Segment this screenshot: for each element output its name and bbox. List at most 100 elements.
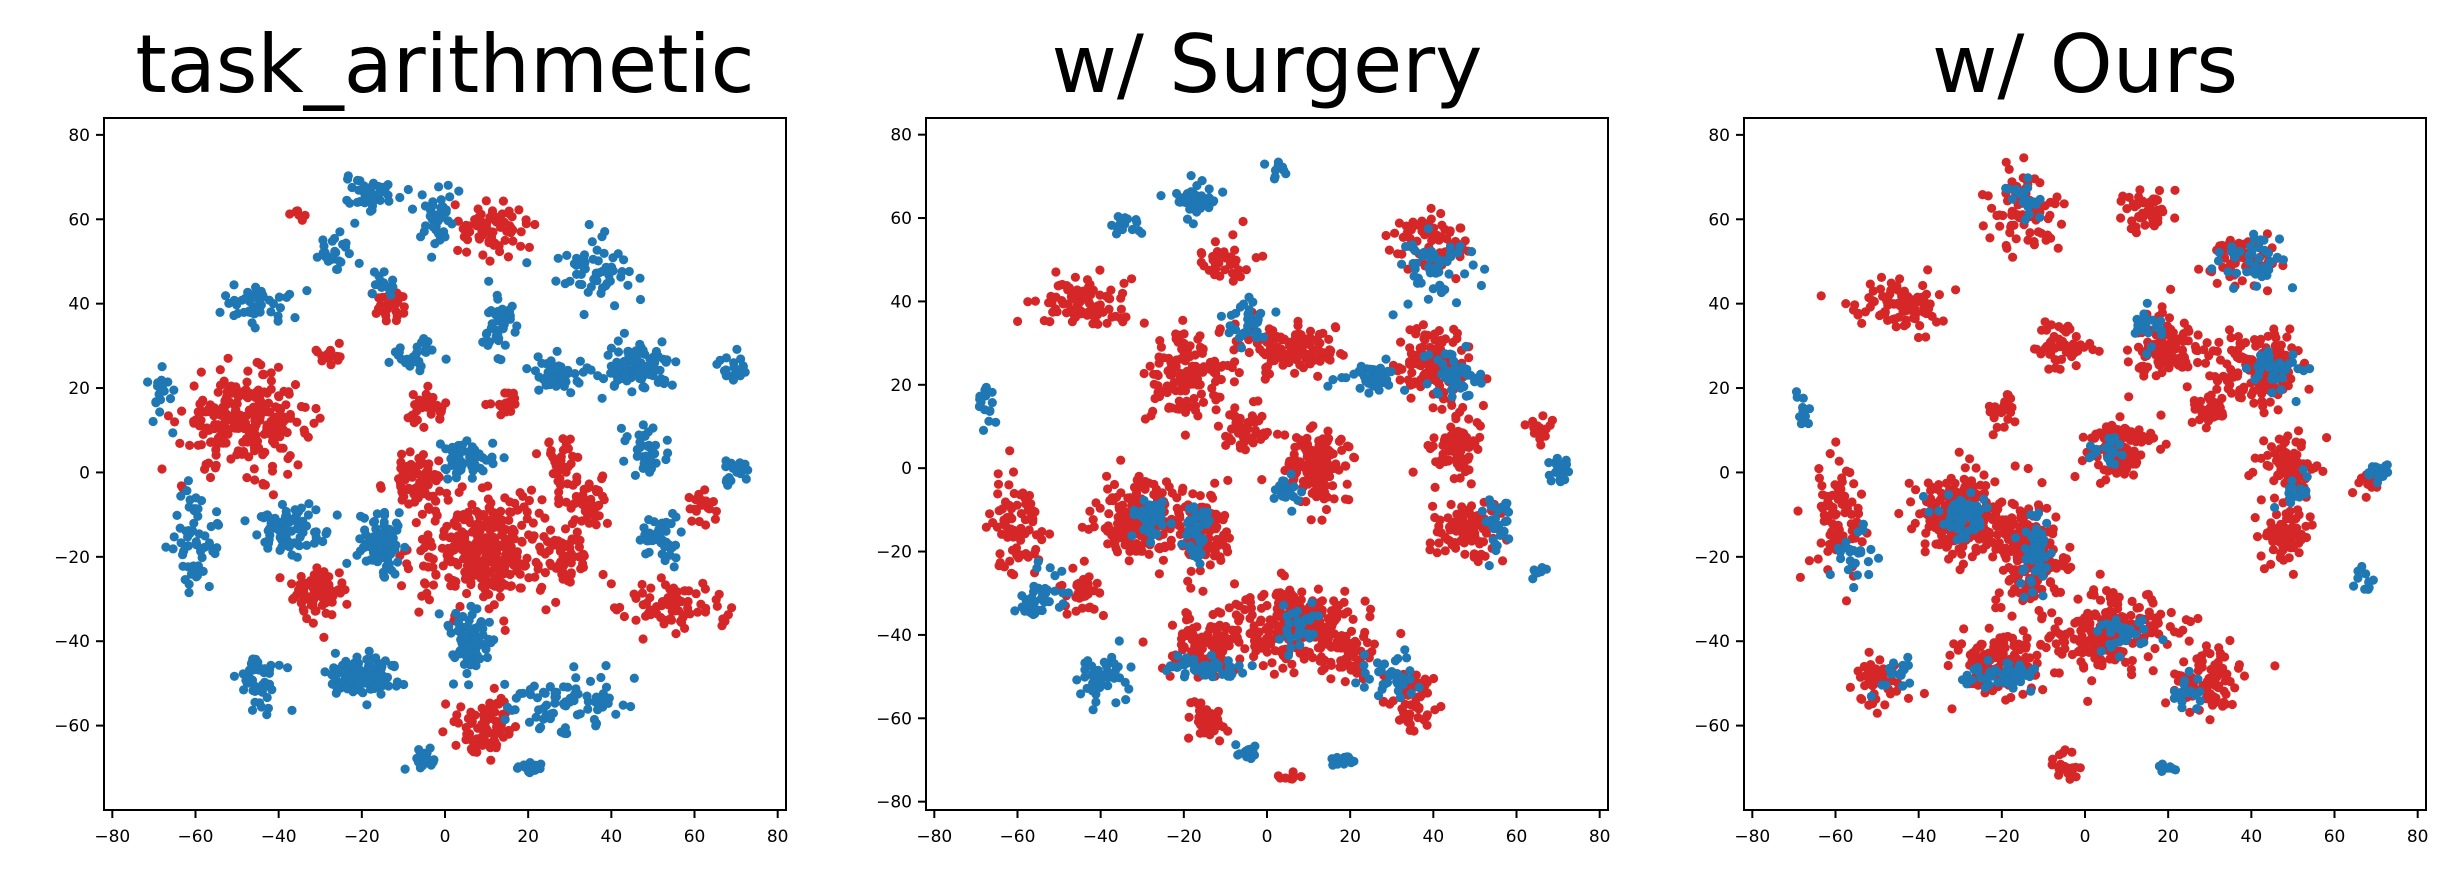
data-point bbox=[1151, 484, 1162, 494]
data-point bbox=[515, 689, 525, 699]
data-point bbox=[733, 465, 743, 475]
data-point bbox=[456, 544, 466, 554]
data-point bbox=[1235, 654, 1245, 664]
data-point bbox=[573, 689, 583, 699]
data-point bbox=[451, 608, 461, 618]
data-point bbox=[1344, 442, 1354, 452]
data-point bbox=[334, 338, 344, 348]
data-point bbox=[1451, 543, 1461, 553]
data-point bbox=[241, 675, 251, 686]
data-point bbox=[1168, 362, 1178, 372]
data-point bbox=[427, 252, 437, 262]
data-point bbox=[1449, 324, 1459, 334]
data-point bbox=[1161, 477, 1172, 487]
data-point bbox=[1499, 526, 1509, 537]
data-point bbox=[1406, 688, 1416, 699]
data-point bbox=[1223, 360, 1233, 371]
data-point bbox=[1211, 509, 1221, 519]
data-point bbox=[193, 561, 203, 571]
data-point bbox=[1147, 501, 1157, 511]
data-point bbox=[330, 246, 340, 256]
data-point bbox=[1229, 377, 1239, 387]
data-point bbox=[389, 662, 399, 672]
data-point bbox=[1209, 551, 1219, 561]
data-point bbox=[1158, 529, 1168, 540]
data-point bbox=[1337, 445, 1347, 455]
data-point bbox=[1230, 245, 1240, 255]
data-point bbox=[552, 346, 562, 356]
data-point bbox=[487, 515, 497, 525]
data-point bbox=[588, 254, 598, 264]
data-point bbox=[652, 534, 662, 545]
data-point bbox=[1428, 403, 1438, 413]
data-point bbox=[1106, 285, 1116, 295]
data-point bbox=[453, 626, 463, 636]
data-point bbox=[590, 697, 601, 707]
data-point bbox=[232, 423, 242, 433]
data-point bbox=[515, 488, 525, 498]
data-point bbox=[1109, 479, 1120, 490]
data-point bbox=[1431, 344, 1441, 354]
data-point bbox=[1235, 272, 1245, 282]
data-point bbox=[1328, 375, 1338, 385]
data-point bbox=[1438, 449, 1448, 459]
data-point bbox=[464, 615, 474, 626]
data-point bbox=[1408, 467, 1418, 477]
data-point bbox=[1213, 536, 1223, 547]
data-point bbox=[484, 634, 494, 645]
data-point bbox=[356, 668, 366, 678]
data-point bbox=[1342, 479, 1352, 489]
data-point bbox=[311, 403, 321, 414]
data-point bbox=[995, 558, 1005, 568]
data-point bbox=[499, 453, 509, 463]
data-point bbox=[212, 543, 222, 553]
data-point bbox=[417, 483, 427, 493]
data-point bbox=[508, 549, 518, 559]
data-point bbox=[1211, 395, 1221, 405]
data-point bbox=[204, 581, 214, 592]
data-point bbox=[1272, 429, 1283, 439]
data-point bbox=[1304, 647, 1314, 658]
data-point bbox=[183, 562, 193, 572]
data-point bbox=[198, 395, 208, 405]
data-point bbox=[646, 583, 656, 593]
data-point bbox=[472, 604, 482, 614]
data-point bbox=[1340, 654, 1350, 664]
data-point bbox=[403, 564, 413, 574]
data-point bbox=[169, 532, 179, 542]
data-point bbox=[472, 655, 482, 665]
data-point bbox=[1028, 506, 1038, 516]
data-point bbox=[200, 531, 210, 541]
data-point bbox=[1015, 550, 1025, 560]
data-point bbox=[1286, 643, 1296, 653]
data-point bbox=[218, 438, 228, 448]
data-point bbox=[1323, 426, 1333, 436]
data-point bbox=[541, 700, 552, 710]
data-point bbox=[565, 577, 575, 587]
data-point bbox=[622, 364, 633, 374]
data-point bbox=[1400, 699, 1410, 710]
data-point bbox=[454, 619, 464, 629]
data-point bbox=[341, 238, 351, 248]
data-point bbox=[503, 252, 513, 262]
data-point bbox=[993, 479, 1004, 489]
data-point bbox=[205, 472, 216, 483]
data-point bbox=[264, 512, 274, 522]
data-point bbox=[1211, 405, 1221, 415]
y-tick-label: 0 bbox=[79, 463, 90, 483]
data-point bbox=[1422, 720, 1432, 730]
data-point bbox=[1292, 618, 1302, 628]
data-point bbox=[425, 743, 435, 753]
data-point bbox=[1183, 576, 1193, 586]
data-point bbox=[741, 474, 751, 484]
data-point bbox=[1476, 280, 1486, 291]
data-point bbox=[222, 387, 232, 397]
data-point bbox=[273, 362, 284, 372]
data-point bbox=[311, 532, 321, 542]
data-point bbox=[289, 593, 299, 603]
data-point bbox=[685, 609, 695, 619]
data-point bbox=[502, 702, 513, 712]
data-point bbox=[596, 672, 606, 683]
scatter-panel-2: w/ Surgery−80 −60 −40 −20 0 20 40 60 80−80−60−40… bbox=[876, 18, 1610, 847]
data-point bbox=[527, 534, 537, 544]
